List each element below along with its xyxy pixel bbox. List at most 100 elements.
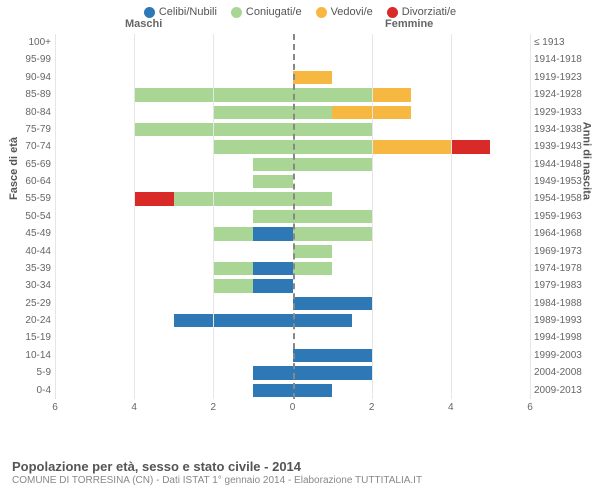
bar-female-coniugati bbox=[293, 245, 333, 258]
bar-female-coniugati bbox=[293, 210, 372, 223]
bar-female-coniugati bbox=[293, 262, 333, 275]
bar-female-coniugati bbox=[293, 227, 372, 240]
age-label: 75-79 bbox=[25, 121, 55, 138]
birth-year-label: 1949-1953 bbox=[530, 173, 582, 190]
bar-male-coniugati bbox=[253, 158, 293, 171]
age-label: 100+ bbox=[28, 34, 55, 51]
x-tick: 4 bbox=[448, 402, 454, 413]
birth-year-label: 1979-1983 bbox=[530, 277, 582, 294]
grid-line bbox=[530, 34, 531, 399]
legend-item: Celibi/Nubili bbox=[144, 6, 217, 18]
legend-label: Celibi/Nubili bbox=[159, 6, 217, 18]
bar-female-coniugati bbox=[293, 106, 333, 119]
age-label: 50-54 bbox=[25, 208, 55, 225]
bar-female-celibi bbox=[293, 366, 372, 379]
birth-year-label: 1994-1998 bbox=[530, 329, 582, 346]
birth-year-label: 1969-1973 bbox=[530, 243, 582, 260]
birth-year-label: 1944-1948 bbox=[530, 156, 582, 173]
bar-female-vedovi bbox=[372, 88, 412, 101]
bar-female-coniugati bbox=[293, 123, 372, 136]
bar-female-coniugati bbox=[293, 192, 333, 205]
x-tick: 2 bbox=[369, 402, 375, 413]
legend: Celibi/Nubili Coniugati/e Vedovi/e Divorzia… bbox=[0, 0, 600, 18]
bar-male-coniugati bbox=[253, 210, 293, 223]
bar-male-coniugati bbox=[213, 279, 253, 292]
legend-item: Divorziati/e bbox=[387, 6, 456, 18]
x-tick: 6 bbox=[52, 402, 58, 413]
birth-year-label: 2009-2013 bbox=[530, 382, 582, 399]
header-male: Maschi bbox=[125, 18, 162, 30]
bar-female-vedovi bbox=[372, 140, 451, 153]
bar-male-celibi bbox=[253, 384, 293, 397]
chart-subtitle: COMUNE DI TORRESINA (CN) - Dati ISTAT 1°… bbox=[12, 475, 588, 486]
birth-year-label: 1989-1993 bbox=[530, 312, 582, 329]
age-label: 40-44 bbox=[25, 243, 55, 260]
bar-male-coniugati bbox=[213, 106, 292, 119]
age-label: 10-14 bbox=[25, 347, 55, 364]
age-label: 70-74 bbox=[25, 138, 55, 155]
grid-line bbox=[372, 34, 373, 399]
chart-title: Popolazione per età, sesso e stato civil… bbox=[12, 459, 588, 474]
chart-footer: Popolazione per età, sesso e stato civil… bbox=[12, 459, 588, 486]
legend-item: Coniugati/e bbox=[231, 6, 302, 18]
x-tick: 6 bbox=[527, 402, 533, 413]
y-axis-title-left: Fasce di età bbox=[8, 137, 20, 200]
plot-area: 100+≤ 191395-991914-191890-941919-192385… bbox=[55, 34, 530, 419]
age-label: 35-39 bbox=[25, 260, 55, 277]
bar-male-divorziati bbox=[134, 192, 174, 205]
legend-swatch bbox=[231, 7, 242, 18]
age-label: 25-29 bbox=[25, 295, 55, 312]
center-line bbox=[293, 34, 295, 399]
bar-male-celibi bbox=[253, 227, 293, 240]
grid-line bbox=[451, 34, 452, 399]
population-pyramid-chart: Celibi/Nubili Coniugati/e Vedovi/e Divorzia… bbox=[0, 0, 600, 500]
birth-year-label: 1954-1958 bbox=[530, 190, 582, 207]
birth-year-label: 1924-1928 bbox=[530, 86, 582, 103]
age-label: 85-89 bbox=[25, 86, 55, 103]
birth-year-label: 1984-1988 bbox=[530, 295, 582, 312]
bar-male-coniugati bbox=[213, 262, 253, 275]
age-label: 55-59 bbox=[25, 190, 55, 207]
bar-female-celibi bbox=[293, 297, 372, 310]
birth-year-label: 1919-1923 bbox=[530, 69, 582, 86]
grid-line bbox=[55, 34, 56, 399]
bar-male-coniugati bbox=[253, 175, 293, 188]
age-label: 30-34 bbox=[25, 277, 55, 294]
x-tick: 4 bbox=[131, 402, 137, 413]
age-label: 5-9 bbox=[37, 364, 55, 381]
legend-swatch bbox=[316, 7, 327, 18]
birth-year-label: 1974-1978 bbox=[530, 260, 582, 277]
grid-line bbox=[134, 34, 135, 399]
age-label: 0-4 bbox=[37, 382, 55, 399]
grid-line bbox=[213, 34, 214, 399]
gender-headers: Maschi Femmine bbox=[0, 18, 600, 34]
age-label: 20-24 bbox=[25, 312, 55, 329]
birth-year-label: 1934-1938 bbox=[530, 121, 582, 138]
birth-year-label: 2004-2008 bbox=[530, 364, 582, 381]
birth-year-label: 1914-1918 bbox=[530, 51, 582, 68]
legend-item: Vedovi/e bbox=[316, 6, 373, 18]
bar-female-divorziati bbox=[451, 140, 491, 153]
bar-male-celibi bbox=[253, 262, 293, 275]
age-label: 95-99 bbox=[25, 51, 55, 68]
birth-year-label: 1939-1943 bbox=[530, 138, 582, 155]
bar-female-coniugati bbox=[293, 88, 372, 101]
age-label: 15-19 bbox=[25, 329, 55, 346]
bar-male-celibi bbox=[253, 366, 293, 379]
legend-label: Vedovi/e bbox=[331, 6, 373, 18]
bar-male-coniugati bbox=[213, 140, 292, 153]
x-axis: 6420246 bbox=[55, 399, 530, 419]
bar-male-celibi bbox=[174, 314, 293, 327]
legend-swatch bbox=[387, 7, 398, 18]
legend-label: Coniugati/e bbox=[246, 6, 302, 18]
bar-female-vedovi bbox=[293, 71, 333, 84]
legend-label: Divorziati/e bbox=[402, 6, 456, 18]
bar-male-celibi bbox=[253, 279, 293, 292]
age-label: 80-84 bbox=[25, 104, 55, 121]
bar-female-coniugati bbox=[293, 158, 372, 171]
bar-female-coniugati bbox=[293, 140, 372, 153]
x-tick: 0 bbox=[290, 402, 296, 413]
bar-female-celibi bbox=[293, 314, 352, 327]
bar-male-coniugati bbox=[213, 227, 253, 240]
bar-female-celibi bbox=[293, 349, 372, 362]
